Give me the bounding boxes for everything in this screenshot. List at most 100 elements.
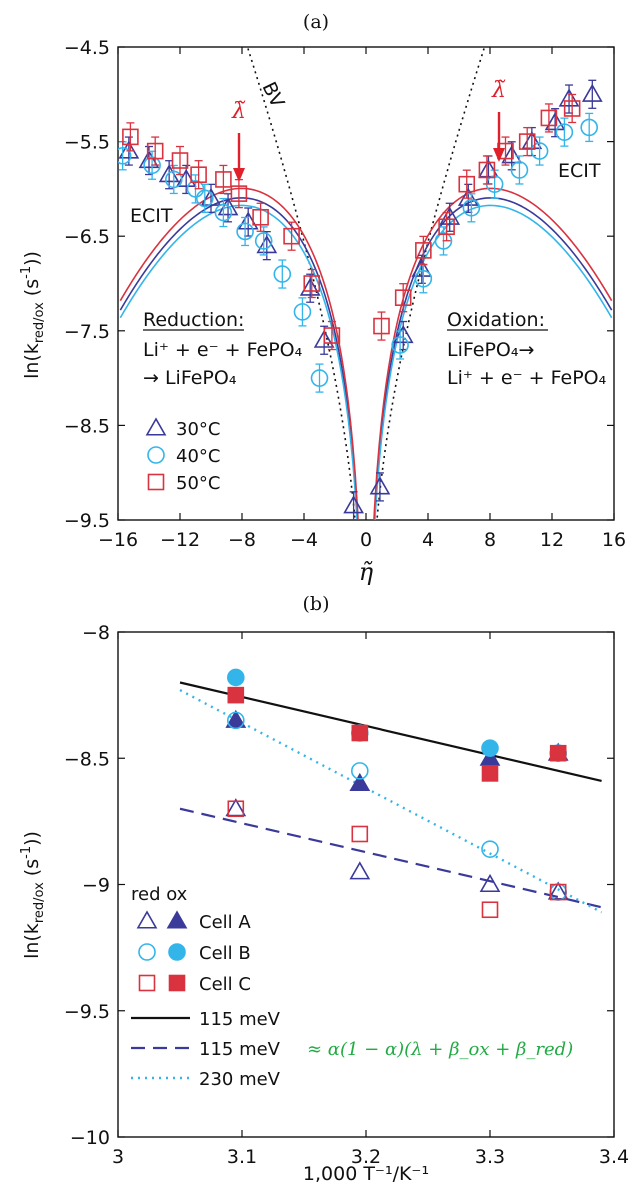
- data-point: [558, 88, 580, 107]
- data-point: [299, 277, 321, 296]
- data-point: [501, 145, 523, 164]
- fit-curve-left: [119, 197, 359, 520]
- data-point: [230, 185, 248, 202]
- panel-b-plot: 3 3.1 3.2 3.3 3.4 −8 −8.5 −9 −9.5 −10 red ox Cell A…: [64, 622, 629, 1168]
- data-point-red: [349, 861, 371, 880]
- data-point-ox: [549, 744, 567, 762]
- panel-a-xlabel: η̃: [359, 558, 374, 586]
- legend-marker-red: [136, 910, 158, 929]
- legend-marker-ox: [168, 943, 186, 961]
- data-point: [214, 203, 233, 222]
- x-tick-label: 3: [112, 1146, 124, 1168]
- data-point-red: [549, 883, 567, 901]
- y-tick-label: −8.5: [64, 415, 110, 437]
- oxidation-title: Oxidation:: [447, 309, 545, 331]
- data-point: [323, 327, 341, 344]
- legend-label: 115 meV: [199, 1009, 281, 1030]
- legend-label: Cell B: [199, 943, 251, 964]
- data-point-ox: [481, 765, 499, 782]
- ecit-left-label: ECIT: [130, 205, 173, 227]
- data-point: [165, 170, 183, 189]
- panel-a: (a) −16 −12 −8 −4 0 4 8 12 16 −4.5 −5.5 −6.5 −7.5 −8.…: [19, 11, 626, 586]
- panel-b-label: (b): [303, 593, 330, 615]
- legend-label: 115 meV: [199, 1039, 281, 1060]
- data-point: [530, 142, 549, 160]
- fit-curve-left: [119, 187, 359, 520]
- data-point-ox: [225, 709, 247, 728]
- y-tick-label: −10: [70, 1127, 110, 1149]
- legend-marker-red: [138, 943, 156, 961]
- panel-b: (b) 3 3.1 3.2 3.3 3.4 −8 −8.5 −9 −9.5 −10 red ox Ce…: [19, 593, 629, 1185]
- data-point: [394, 289, 412, 306]
- fit-line: [179, 807, 602, 909]
- data-point-ox: [349, 772, 371, 792]
- data-point: [518, 133, 536, 150]
- data-point-red: [479, 873, 501, 893]
- legend-marker: [147, 446, 165, 464]
- legend-marker: [145, 417, 167, 436]
- data-point: [343, 495, 364, 514]
- x-tick-label: 3.3: [475, 1146, 505, 1168]
- formula-label: ≈ α(1 − α)(λ + β_ox + β_red): [307, 1039, 573, 1060]
- legend-marker: [147, 473, 165, 491]
- legend-marker-red: [138, 974, 156, 992]
- data-point: [171, 152, 189, 169]
- fit-line: [179, 689, 603, 914]
- data-point: [303, 275, 321, 292]
- x-tick-label: −16: [98, 529, 138, 551]
- legend-label: 50°C: [176, 473, 220, 494]
- data-point: [236, 222, 254, 241]
- lambda-label: λ̃: [231, 99, 246, 124]
- data-point: [186, 180, 205, 198]
- x-tick-label: 3.4: [599, 1146, 629, 1168]
- data-point: [190, 166, 207, 184]
- ecit-right-label: ECIT: [558, 160, 601, 182]
- legend-header: red ox: [131, 884, 188, 905]
- fit-curve-right: [373, 187, 613, 520]
- legend-marker-ox: [168, 974, 186, 992]
- panel-b-xlabel: 1,000 T⁻¹/K⁻¹: [303, 1163, 429, 1185]
- x-tick-label: 3.2: [351, 1146, 381, 1168]
- data-point-red: [227, 711, 245, 730]
- lambda-arrowhead: [493, 148, 505, 162]
- data-point: [438, 218, 455, 236]
- data-point: [462, 199, 481, 217]
- y-tick-label: −6.5: [64, 226, 110, 248]
- bv-label: BV: [258, 79, 289, 112]
- data-point: [283, 227, 300, 245]
- data-point: [581, 83, 603, 102]
- data-point: [138, 149, 160, 169]
- data-point: [369, 476, 391, 495]
- data-point: [458, 175, 476, 193]
- y-tick-label: −5.5: [64, 132, 110, 154]
- data-point: [196, 189, 214, 208]
- x-tick-label: −12: [160, 529, 200, 551]
- data-point-red: [481, 840, 499, 858]
- data-point: [118, 140, 140, 159]
- fit-curve-left: [119, 204, 358, 520]
- x-tick-label: 0: [360, 529, 372, 551]
- data-point: [411, 258, 433, 277]
- data-point: [434, 232, 453, 250]
- data-point: [510, 161, 529, 179]
- data-point: [563, 100, 581, 117]
- data-point-red: [227, 800, 245, 818]
- data-point-ox: [481, 739, 499, 757]
- legend-label: Cell C: [199, 974, 251, 995]
- panel-a-ylabel: ln(kred/ox (s-1)): [19, 251, 47, 379]
- legend-label: Cell A: [199, 912, 251, 933]
- data-point: [414, 269, 433, 288]
- y-tick-label: −9: [82, 875, 110, 897]
- oxidation-line1: LiFePO₄→: [447, 339, 534, 361]
- legend-marker-ox: [166, 910, 188, 929]
- data-point: [540, 109, 558, 127]
- x-tick-label: −4: [290, 529, 318, 551]
- data-point: [313, 329, 335, 348]
- reduction-line2: → LiFePO₄: [143, 367, 237, 389]
- plot-area: [118, 47, 613, 520]
- data-point: [373, 317, 390, 335]
- y-tick-label: −7.5: [64, 321, 110, 343]
- data-point-ox: [227, 668, 245, 687]
- data-point: [143, 156, 161, 175]
